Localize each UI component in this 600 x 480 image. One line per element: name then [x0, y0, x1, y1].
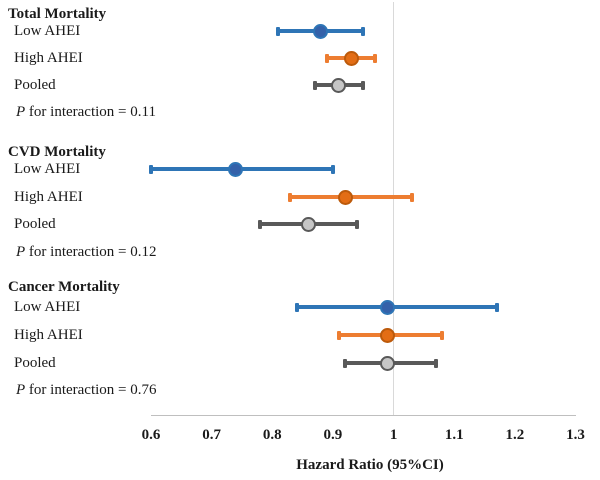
- hr-marker: [313, 23, 329, 39]
- hr-marker: [343, 50, 359, 66]
- ci-line: [296, 305, 497, 309]
- p-text: for interaction = 0.76: [25, 382, 157, 398]
- hr-marker: [337, 189, 353, 205]
- row-label: Pooled: [14, 355, 56, 371]
- ci-cap-left: [276, 26, 281, 36]
- ci-cap-right: [330, 164, 335, 174]
- p-for-interaction: P for interaction = 0.12: [16, 243, 157, 261]
- p-for-interaction: P for interaction = 0.11: [16, 103, 156, 121]
- p-italic: P: [16, 104, 26, 120]
- row-label: High AHEI: [14, 327, 83, 343]
- x-tick-label: 0.7: [202, 427, 222, 443]
- hr-marker: [331, 77, 347, 93]
- x-tick-label: 0.6: [141, 427, 161, 443]
- row-label: Low AHEI: [14, 161, 81, 177]
- p-italic: P: [16, 382, 26, 398]
- ci-cap-left: [324, 53, 329, 63]
- section-title: Total Mortality: [8, 6, 107, 22]
- hr-marker: [228, 161, 244, 177]
- ci-cap-right: [440, 330, 445, 340]
- ci-cap-left: [294, 302, 299, 312]
- row-label: Low AHEI: [14, 299, 81, 315]
- row-label: Pooled: [14, 77, 56, 93]
- x-axis-title: Hazard Ratio (95%CI): [296, 457, 444, 473]
- x-tick-label: 1.1: [444, 427, 464, 443]
- p-italic: P: [16, 244, 26, 260]
- x-tick-label: 1.2: [505, 427, 525, 443]
- row-label: High AHEI: [14, 50, 83, 66]
- section-title: Cancer Mortality: [8, 279, 120, 295]
- x-axis-line: [151, 415, 576, 416]
- p-for-interaction: P for interaction = 0.76: [16, 381, 157, 399]
- x-tick-label: 1.3: [566, 427, 585, 443]
- ci-cap-left: [258, 219, 263, 229]
- hr-marker: [301, 216, 317, 232]
- p-text: for interaction = 0.11: [25, 104, 156, 120]
- ci-cap-right: [434, 358, 439, 368]
- section-title: CVD Mortality: [8, 144, 106, 160]
- ci-cap-left: [343, 358, 348, 368]
- ci-cap-right: [361, 26, 366, 36]
- x-tick-label: 1: [389, 427, 398, 443]
- x-tick-label: 0.8: [262, 427, 282, 443]
- ci-cap-left: [288, 192, 293, 202]
- row-label: Low AHEI: [14, 23, 81, 39]
- row-label: High AHEI: [14, 189, 83, 205]
- hr-marker: [380, 299, 395, 315]
- ci-cap-right: [355, 219, 360, 229]
- ci-cap-left: [312, 80, 317, 90]
- reference-line-hr1: [393, 2, 395, 415]
- hr-marker: [380, 327, 395, 343]
- ci-cap-left: [149, 164, 153, 174]
- ci-cap-left: [336, 330, 341, 340]
- ci-cap-right: [494, 302, 499, 312]
- hr-marker: [380, 355, 395, 371]
- ci-cap-right: [373, 53, 378, 63]
- p-text: for interaction = 0.12: [25, 244, 157, 260]
- ci-cap-right: [361, 80, 366, 90]
- row-label: Pooled: [14, 216, 56, 232]
- ci-cap-right: [409, 192, 414, 202]
- x-tick-label: 0.9: [323, 427, 343, 443]
